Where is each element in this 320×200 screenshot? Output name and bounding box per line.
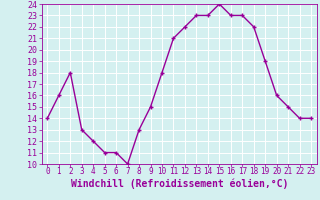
X-axis label: Windchill (Refroidissement éolien,°C): Windchill (Refroidissement éolien,°C) bbox=[70, 179, 288, 189]
